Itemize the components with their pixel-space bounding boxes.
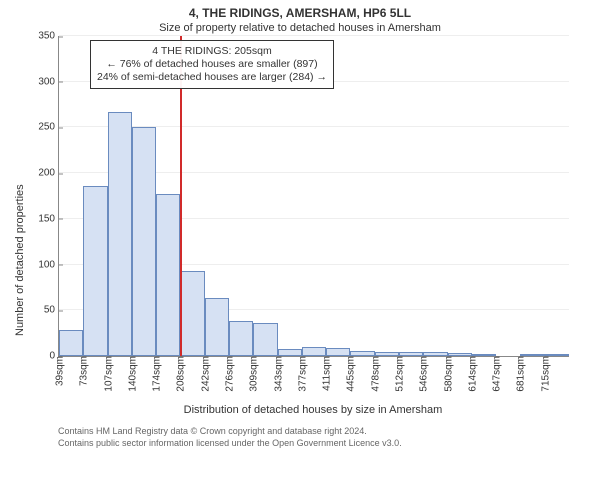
x-tick-label: 276sqm [223,356,236,392]
x-tick-label: 174sqm [150,356,163,392]
histogram-bar [229,321,253,356]
histogram-bar [205,298,229,357]
x-tick-label: 208sqm [174,356,187,392]
y-tick-label: 100 [38,259,59,270]
y-tick-label: 200 [38,168,59,179]
y-tick-label: 250 [38,122,59,133]
histogram-bar [83,186,107,356]
histogram-bar [59,330,83,356]
x-axis-label: Distribution of detached houses by size … [58,404,568,416]
x-tick-label: 478sqm [368,356,381,392]
plot-area: 05010015020025030035039sqm73sqm107sqm140… [58,36,569,357]
x-tick-label: 107sqm [101,356,114,392]
x-tick-label: 546sqm [417,356,430,392]
x-tick-label: 309sqm [247,356,260,392]
x-tick-label: 140sqm [125,356,138,392]
x-tick-label: 411sqm [320,356,333,391]
histogram-bar [278,349,302,356]
x-tick-label: 445sqm [344,356,357,392]
histogram-bar [302,347,326,356]
x-tick-label: 242sqm [198,356,211,392]
gridline [59,35,569,36]
y-tick-label: 150 [38,213,59,224]
x-tick-label: 343sqm [271,356,284,392]
x-tick-label: 715sqm [538,356,551,392]
x-tick-label: 580sqm [441,356,454,392]
y-tick-label: 50 [44,305,59,316]
x-tick-label: 39sqm [53,356,66,386]
x-tick-label: 512sqm [393,356,406,392]
y-tick-label: 350 [38,31,59,42]
page-title: 4, THE RIDINGS, AMERSHAM, HP6 5LL [0,0,600,20]
footer-attribution: Contains HM Land Registry data © Crown c… [0,426,600,449]
x-tick-label: 647sqm [490,356,503,392]
annotation-line: 4 THE RIDINGS: 205sqm [97,45,327,58]
histogram-bar [132,127,156,356]
histogram-bar [253,323,277,356]
x-tick-label: 73sqm [77,356,90,386]
x-tick-label: 614sqm [465,356,478,392]
footer-line: Contains HM Land Registry data © Crown c… [58,426,600,438]
histogram-bar [156,194,180,356]
annotation-line: 24% of semi-detached houses are larger (… [97,71,327,84]
annotation-box: 4 THE RIDINGS: 205sqm← 76% of detached h… [90,40,334,89]
annotation-line: ← 76% of detached houses are smaller (89… [97,58,327,71]
y-tick-label: 300 [38,76,59,87]
page-subtitle: Size of property relative to detached ho… [0,20,600,36]
histogram-bar [326,348,350,356]
histogram-bar [180,271,204,356]
footer-line: Contains public sector information licen… [58,438,600,450]
x-tick-label: 681sqm [514,356,527,392]
y-axis-label: Number of detached properties [14,184,26,336]
histogram-bar [108,112,132,356]
histogram-chart: Number of detached properties 0501001502… [0,36,600,426]
x-tick-label: 377sqm [295,356,308,392]
